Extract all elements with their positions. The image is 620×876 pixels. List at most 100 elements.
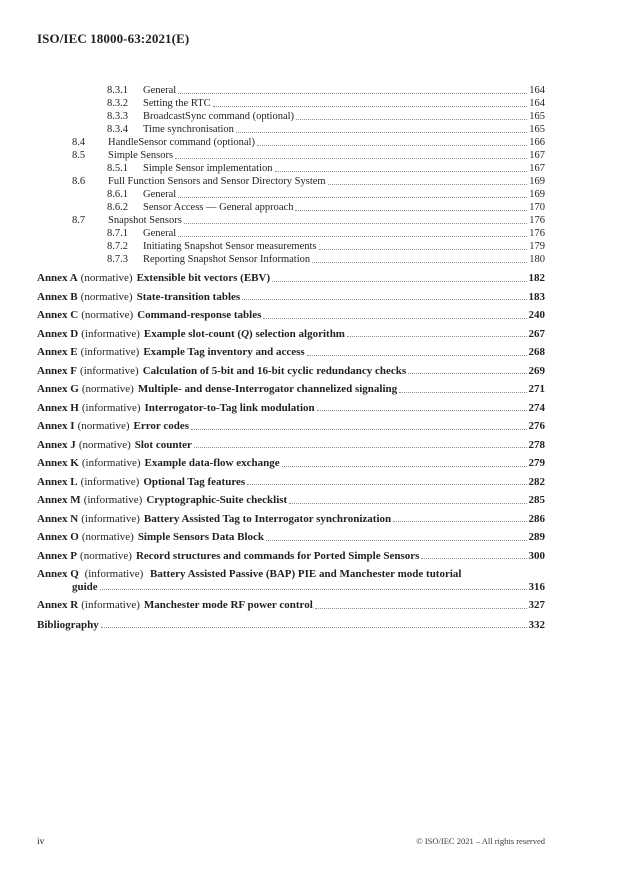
toc-entry: 8.6.1 General 169 [37,188,545,201]
toc-annex-title-run: Simple Sensors Data Block [137,531,265,543]
toc-annex-title-run: Battery Assisted Tag to Interrogator syn… [143,512,392,525]
toc-entry-page: 165 [529,124,545,135]
toc-entry-title: Simple Sensor implementation [143,163,273,174]
toc-annex-title-continued: guide [72,580,98,593]
toc-entry: 8.7 Snapshot Sensors 176 [37,214,545,227]
toc-entry-title: Sensor Access — General approach [143,202,294,213]
toc-annex-label: Annex Q [37,568,79,580]
toc-annex-title: Extensible bit vectors (EBV) [137,272,271,285]
toc-annex-title-run: State-transition tables [136,290,241,303]
toc-annex-title: Calculation of 5-bit and 16-bit cyclic r… [143,365,407,378]
toc-annex-kind: (informative) [80,475,140,488]
toc-entry-page: 165 [529,111,545,122]
toc-entry-page: 166 [529,137,545,148]
toc-leader-dots [399,391,527,393]
toc-entry-title: Setting the RTC [143,98,211,109]
toc-entry-number: 8.3.4 [107,124,128,135]
toc-annex-entry: Annex E (informative) Example Tag inventor… [37,346,545,359]
toc-entry: 8.6.2 Sensor Access — General approach 170 [37,201,545,214]
toc-annex-title-run: Extensible bit vectors (EBV) [136,272,271,284]
toc-annex-title: Multiple- and dense-Interrogator channel… [138,383,397,396]
toc-entry-title: General [143,85,177,96]
toc-entry-page: 183 [528,290,546,303]
toc-annex-title: Example Tag inventory and access [143,346,304,359]
toc-entry: 8.7.2 Initiating Snapshot Sensor measurem… [37,240,545,253]
toc-entry-page: 164 [529,98,545,109]
toc-annex-kind: (normative) [77,420,130,432]
toc-annex-kind: (informative) [81,512,140,525]
toc-entry-page: 167 [529,150,545,161]
toc-entry-page: 179 [529,241,545,252]
toc-entry-number: 8.6.2 [107,202,128,213]
toc-entry-number: 8.7.2 [107,241,128,252]
toc-annex-kind: (informative) [80,346,140,358]
toc-leader-dots [193,447,527,448]
toc-entry-page: 282 [528,475,546,488]
toc-entry-page: 286 [528,512,546,525]
toc-leader-dots [178,197,528,198]
toc-annex-title: Manchester mode RF power control [144,599,313,612]
toc-annex-kind: (informative) [83,494,143,506]
toc-leader-dots [289,502,527,504]
copyright-notice: © ISO/IEC 2021 – All rights reserved [416,836,545,846]
toc-leader-dots [393,521,527,522]
toc-annex-label: Annex O [37,531,79,543]
toc-annex-label: Annex L [37,475,78,488]
toc-entry-page: 289 [528,531,546,543]
toc-annex-title-run: Battery Assisted Passive (BAP) PIE and M… [150,568,462,580]
toc-annex-kind: (informative) [81,599,140,611]
toc-leader-dots [242,299,527,300]
toc-entry-title: HandleSensor command (optional) [108,137,255,148]
toc-annex-title: Command-response tables [137,309,261,322]
toc-leader-dots [318,249,528,250]
toc-annex-title-run: Calculation of 5-bit and 16-bit cyclic r… [142,364,407,377]
toc-leader-dots [272,280,527,282]
toc-leader-dots [312,262,528,263]
toc-entry-page: 332 [528,618,546,631]
toc-annex-label: Annex D [37,327,79,340]
toc-annex-entry: Annex J (normative) Slot counter 278 [37,439,545,452]
toc-leader-dots [178,93,528,94]
toc-annex-label: Annex P [37,549,78,562]
toc-entry-page: 169 [529,189,545,200]
toc-entry: 8.3.3 BroadcastSync command (optional) 165 [37,110,545,123]
toc-entry-page: 240 [528,309,546,321]
toc-entry-title: BroadcastSync command (optional) [143,111,295,122]
toc-entry-number: 8.3.3 [107,111,128,122]
toc-annex-title-run: Cryptographic-Suite checklist [146,494,288,506]
toc-entry-title: General [143,189,177,200]
toc-leader-dots [281,465,527,467]
toc-annex-entry: Annex P (normative) Record structures and … [37,550,545,563]
toc-entry-number: 8.7.1 [107,228,128,239]
toc-entry-number: 8.6 [72,176,86,187]
toc-leader-dots [346,336,527,337]
toc-annex-label: Annex H [37,401,79,414]
toc-leader-dots [421,558,527,559]
toc-entry-title: Reporting Snapshot Sensor Information [143,254,311,265]
toc-annex-label: Annex B [37,290,78,303]
toc-entry: 8.7.1 General 176 [37,227,545,240]
toc-annex-title-run: Interrogator-to-Tag link modulation [144,401,315,414]
toc-annex-title-run: Example slot-count ( [143,327,242,340]
toc-leader-dots [274,171,528,172]
page-header: ISO/IEC 18000-63:2021(E) [37,31,189,47]
toc-annex-entry: Annex M (informative) Cryptographic-Suite … [37,494,545,507]
toc-annex-kind: (normative) [81,309,134,321]
toc-entry-number: 8.3.1 [107,85,128,96]
toc-annex-title-run: Optional Tag features [143,475,246,488]
toc-entry-page: 300 [528,549,546,562]
page-footer: iv © ISO/IEC 2021 – All rights reserved [37,836,545,847]
toc-entry-page: 167 [529,163,545,174]
toc-entry: 8.6 Full Function Sensors and Sensor Dire… [37,175,545,188]
document-title: ISO/IEC 18000-63:2021(E) [37,31,190,46]
toc-annex-entry: Annex C (normative) Command-response table… [37,309,545,322]
toc-annex-line-1: Annex Q (informative) Battery Assisted P… [37,568,545,581]
toc-entry-page: 285 [528,494,546,506]
toc-entry-title: Initiating Snapshot Sensor measurements [143,241,317,252]
toc-annex-title: Example slot-count (Q) selection algorit… [144,328,345,341]
toc-annex-entry: Annex A (normative) Extensible bit vectors… [37,272,545,285]
toc-annex-kind: (normative) [80,290,133,303]
toc-annex-label: Annex N [37,512,79,525]
toc-annex-kind: (informative) [81,327,140,340]
toc-entry-title: Full Function Sensors and Sensor Directo… [108,176,326,187]
